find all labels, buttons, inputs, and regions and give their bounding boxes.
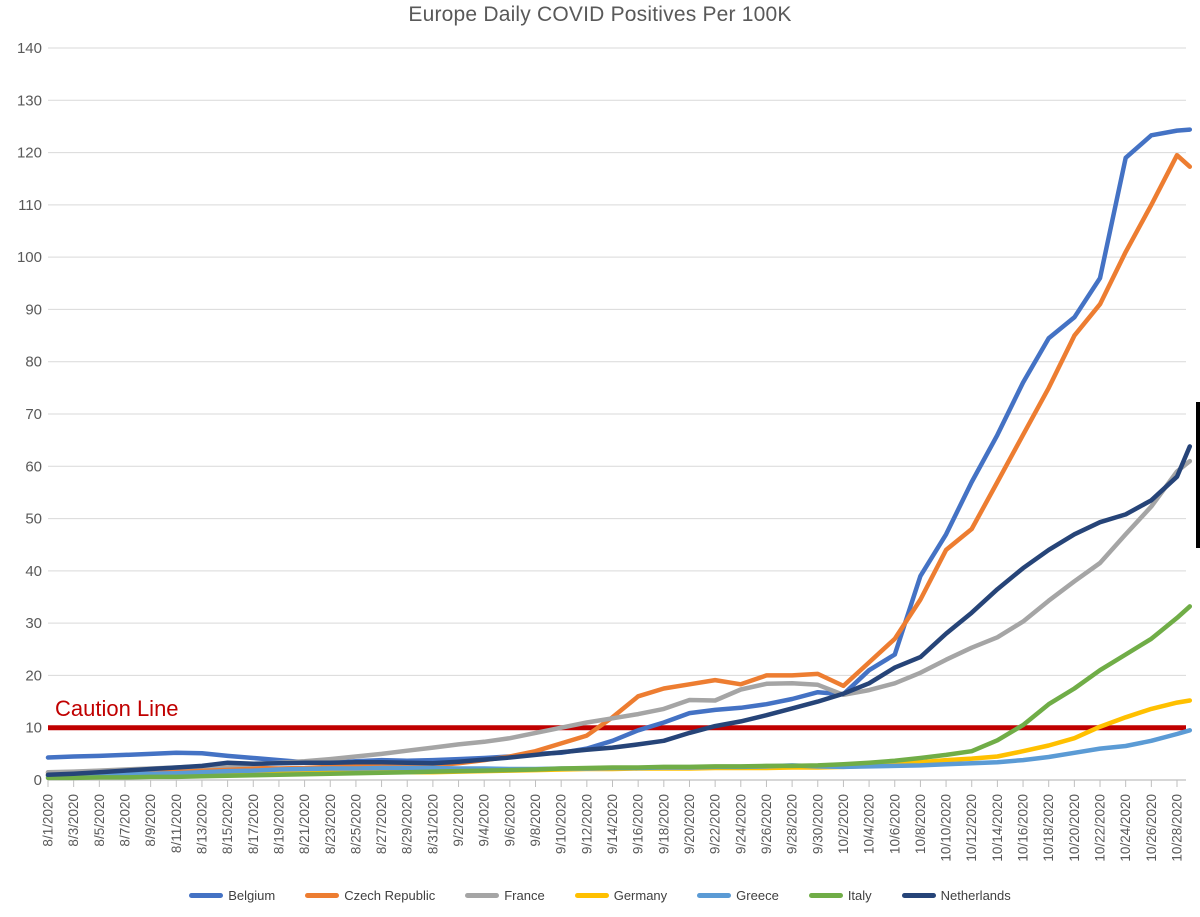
legend-swatch-france — [465, 893, 500, 898]
x-tick-label: 10/22/2020 — [1093, 794, 1108, 862]
legend-swatch-belgium — [189, 893, 224, 898]
x-tick-label: 8/9/2020 — [143, 794, 158, 847]
legend-item-germany: Germany — [574, 888, 668, 903]
x-tick-label: 8/17/2020 — [246, 794, 261, 854]
legend-item-belgium: Belgium — [189, 888, 275, 903]
y-tick-label: 40 — [25, 563, 42, 580]
x-tick-label: 9/28/2020 — [785, 794, 800, 854]
x-tick-label: 8/13/2020 — [194, 794, 209, 854]
x-tick-label: 9/16/2020 — [631, 794, 646, 854]
chart-title: Europe Daily COVID Positives Per 100K — [408, 3, 792, 26]
x-tick-label: 8/1/2020 — [41, 794, 56, 847]
caution-line-label: Caution Line — [55, 696, 179, 721]
x-tick-label: 8/21/2020 — [297, 794, 312, 854]
x-tick-label: 8/11/2020 — [169, 794, 184, 853]
x-tick-label: 9/22/2020 — [708, 794, 723, 854]
x-tick-label: 9/12/2020 — [579, 794, 594, 854]
y-tick-label: 100 — [17, 249, 42, 266]
y-tick-label: 10 — [25, 720, 42, 737]
x-tick-label: 10/14/2020 — [990, 794, 1005, 862]
x-tick-label: 9/24/2020 — [733, 794, 748, 854]
y-tick-label: 130 — [17, 92, 42, 109]
x-tick-label: 10/6/2020 — [887, 794, 902, 854]
legend-swatch-greece — [697, 893, 732, 898]
y-tick-label: 0 — [34, 772, 42, 789]
legend-label-greece: Greece — [736, 888, 779, 903]
series-line-belgium — [45, 127, 1193, 765]
x-tick-label: 9/4/2020 — [477, 794, 492, 847]
legend-swatch-netherlands — [901, 893, 936, 898]
x-tick-label: 8/23/2020 — [323, 794, 338, 854]
x-tick-label: 9/8/2020 — [528, 794, 543, 847]
y-tick-label: 30 — [25, 615, 42, 632]
x-tick-label: 9/30/2020 — [810, 794, 825, 854]
series-line-netherlands — [45, 444, 1193, 778]
x-tick-label: 10/2/2020 — [836, 794, 851, 854]
x-tick-label: 9/14/2020 — [605, 794, 620, 854]
legend-item-italy: Italy — [808, 888, 872, 903]
y-tick-label: 80 — [25, 354, 42, 371]
legend-swatch-czech-republic — [305, 893, 340, 898]
x-tick-label: 10/18/2020 — [1041, 794, 1056, 862]
x-tick-label: 9/26/2020 — [759, 794, 774, 854]
legend-item-czech-republic: Czech Republic — [305, 888, 435, 903]
x-tick-label: 10/12/2020 — [964, 794, 979, 862]
y-tick-label: 120 — [17, 145, 42, 162]
legend-label-germany: Germany — [613, 888, 668, 903]
x-tick-label: 10/28/2020 — [1170, 794, 1185, 862]
y-tick-label: 50 — [25, 511, 42, 528]
x-tick-label: 10/20/2020 — [1067, 794, 1082, 862]
x-tick-label: 9/6/2020 — [502, 794, 517, 847]
series-line-italy — [45, 604, 1193, 781]
screen-artifact — [1195, 402, 1200, 548]
legend-label-italy: Italy — [847, 888, 872, 903]
legend-label-czech-republic: Czech Republic — [344, 888, 436, 903]
legend: Belgium Czech Republic France Germany Greece… — [0, 888, 1200, 903]
series-line-czech-republic — [45, 152, 1193, 775]
legend-label-netherlands: Netherlands — [940, 888, 1011, 903]
x-tick-label: 8/5/2020 — [92, 794, 107, 847]
x-tick-label: 8/27/2020 — [374, 794, 389, 854]
legend-label-france: France — [504, 888, 545, 903]
y-tick-label: 60 — [25, 458, 42, 475]
x-tick-label: 8/15/2020 — [220, 794, 235, 854]
legend-item-greece: Greece — [697, 888, 779, 903]
x-tick-label: 8/31/2020 — [425, 794, 440, 854]
x-tick-label: 10/10/2020 — [939, 794, 954, 862]
y-tick-label: 20 — [25, 667, 42, 684]
legend-label-belgium: Belgium — [228, 888, 276, 903]
x-tick-label: 8/3/2020 — [66, 794, 81, 847]
x-tick-label: 8/25/2020 — [348, 794, 363, 854]
x-tick-label: 9/20/2020 — [682, 794, 697, 854]
y-tick-label: 140 — [17, 40, 42, 57]
x-tick-label: 9/10/2020 — [554, 794, 569, 854]
x-tick-label: 10/4/2020 — [862, 794, 877, 854]
legend-swatch-italy — [808, 893, 843, 898]
legend-swatch-germany — [574, 893, 609, 898]
x-tick-label: 8/7/2020 — [117, 794, 132, 847]
x-tick-label: 10/26/2020 — [1144, 794, 1159, 862]
x-tick-label: 8/19/2020 — [271, 794, 286, 854]
x-tick-label: 10/8/2020 — [913, 794, 928, 854]
x-tick-label: 9/18/2020 — [656, 794, 671, 854]
y-tick-label: 70 — [25, 406, 42, 423]
x-tick-label: 10/16/2020 — [1016, 794, 1031, 862]
y-tick-label: 90 — [25, 301, 42, 318]
y-tick-label: 110 — [18, 197, 42, 214]
legend-item-netherlands: Netherlands — [901, 888, 1011, 903]
legend-item-france: France — [465, 888, 545, 903]
x-tick-label: 8/29/2020 — [400, 794, 415, 854]
x-tick-label: 9/2/2020 — [451, 794, 466, 847]
x-tick-label: 10/24/2020 — [1118, 794, 1133, 862]
